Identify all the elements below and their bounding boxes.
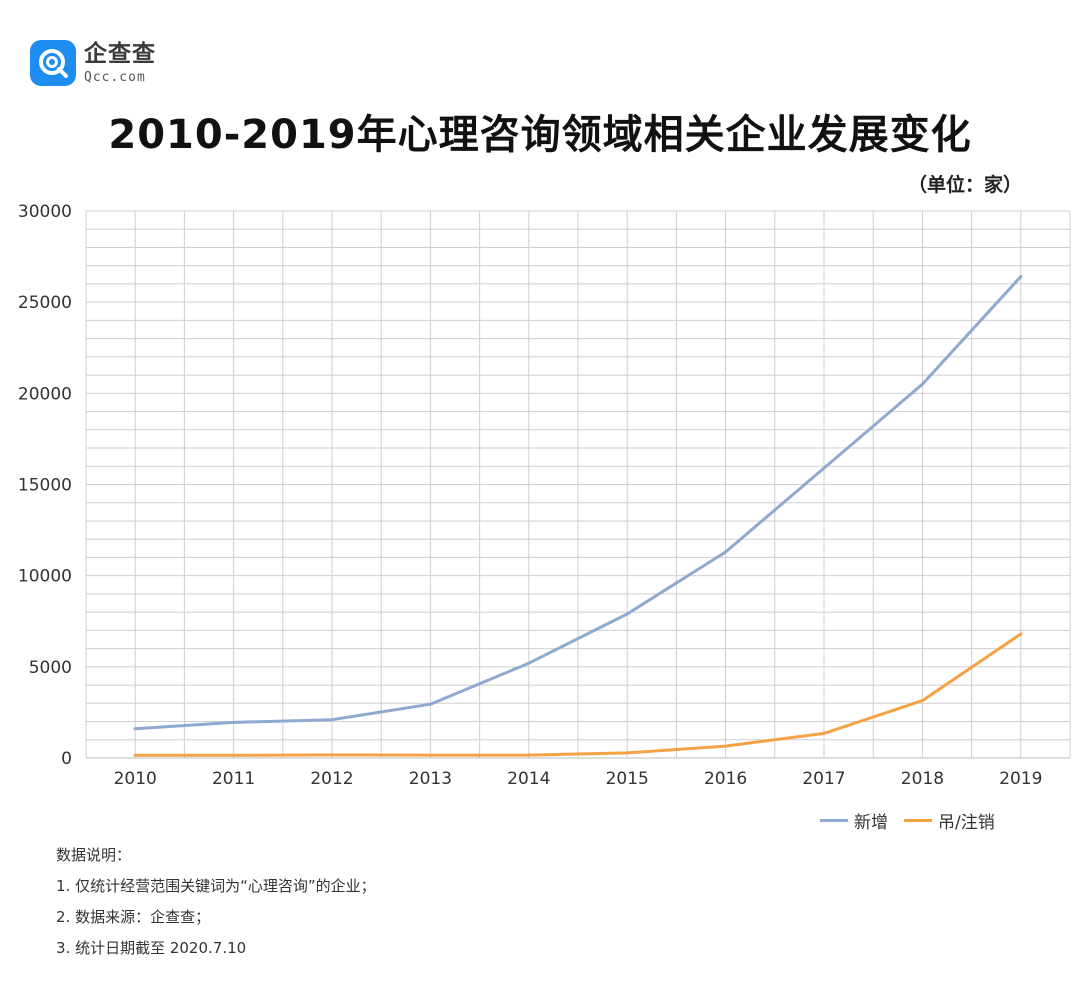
brand-name: 企查查 (84, 40, 156, 67)
data-point-cancelled (920, 699, 924, 703)
x-tick-label: 2017 (802, 769, 845, 789)
legend-label-cancelled: 吊/注销 (938, 813, 995, 833)
x-tick-label: 2018 (901, 769, 944, 789)
data-point-cancelled (428, 753, 432, 757)
data-point-cancelled (724, 744, 728, 748)
note-item: 2. 数据来源：企查查； (56, 908, 211, 926)
legend-label-new: 新增 (854, 813, 888, 833)
data-point-new (920, 382, 924, 386)
chart-legend: 新增 吊/注销 (820, 808, 1011, 833)
x-tick-label: 2012 (310, 769, 353, 789)
data-point-new (625, 612, 629, 616)
y-tick-label: 20000 (18, 384, 72, 404)
line-chart: 0 5000 10000 15000 20000 25000 30000 2010 2011 20… (18, 202, 1071, 789)
legend-swatch-new (820, 819, 848, 822)
x-tick-label: 2013 (409, 769, 452, 789)
data-point-cancelled (330, 753, 334, 757)
data-point-cancelled (625, 751, 629, 755)
y-tick-label: 30000 (18, 202, 72, 222)
data-point-new (527, 661, 531, 665)
y-tick-label: 0 (61, 749, 72, 769)
y-tick-label: 10000 (18, 567, 72, 587)
y-tick-label: 15000 (18, 476, 72, 496)
qcc-logo-icon (30, 40, 76, 86)
x-tick-label: 2015 (606, 769, 649, 789)
x-tick-label: 2019 (999, 769, 1042, 789)
brand-logo: 企查查 Qcc.com (30, 40, 156, 86)
brand-domain: Qcc.com (84, 69, 146, 85)
legend-swatch-cancelled (904, 819, 932, 822)
note-item: 3. 统计日期截至 2020.7.10 (56, 939, 247, 957)
data-point-new (724, 550, 728, 554)
series-line-cancelled (133, 632, 1023, 757)
data-point-new (1019, 275, 1023, 279)
unit-note: （单位：家） (907, 174, 1022, 196)
data-point-new (232, 720, 236, 724)
data-point-cancelled (527, 753, 531, 757)
x-tick-label: 2011 (212, 769, 255, 789)
data-point-cancelled (133, 753, 137, 757)
data-point-cancelled (232, 753, 236, 757)
data-point-cancelled (1019, 632, 1023, 636)
legend-item-cancelled: 吊/注销 (904, 808, 995, 833)
data-notes: 数据说明： 1. 仅统计经营范围关键词为“心理咨询”的企业； 2. 数据来源：企… (56, 840, 376, 964)
data-point-new (330, 718, 334, 722)
data-point-new (428, 702, 432, 706)
data-point-new (822, 466, 826, 470)
chart-title: 2010-2019年心理咨询领域相关企业发展变化 (108, 112, 972, 158)
y-tick-label: 5000 (29, 658, 72, 678)
legend-item-new: 新增 (820, 808, 888, 833)
y-tick-label: 25000 (18, 293, 72, 313)
x-tick-label: 2010 (114, 769, 157, 789)
note-item: 1. 仅统计经营范围关键词为“心理咨询”的企业； (56, 877, 376, 895)
data-point-new (133, 727, 137, 731)
data-point-cancelled (822, 731, 826, 735)
series-line-new (133, 275, 1023, 731)
x-tick-label: 2014 (507, 769, 550, 789)
x-tick-label: 2016 (704, 769, 747, 789)
notes-heading: 数据说明： (56, 846, 132, 864)
